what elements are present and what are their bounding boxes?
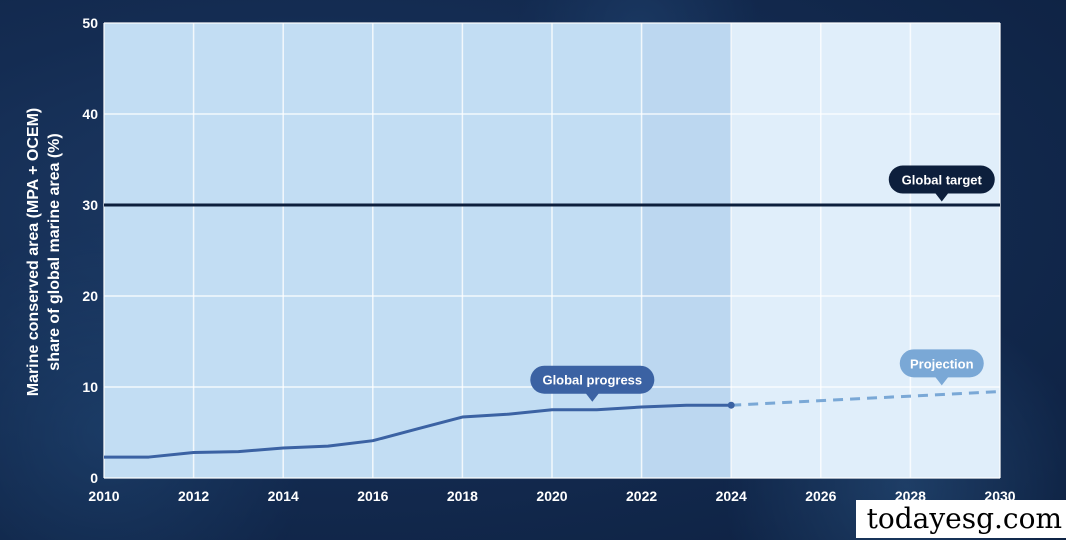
series-line-0 [104,403,732,459]
progress-callout: Global progress [530,365,655,402]
y-tick-label: 50 [82,15,98,31]
progress-callout-pointer [585,392,600,402]
series-line-1 [731,390,1001,407]
projection-callout-bubble [899,349,984,378]
x-tick-label: 2026 [805,488,836,504]
series-endpoint [727,401,735,409]
target-callout-label: Global target [902,173,983,188]
projection-callout-pointer [934,376,949,386]
target-callout-pointer [934,192,949,202]
x-tick-label: 2024 [716,488,747,504]
y-tick-label: 10 [82,379,98,395]
progress-callout-label: Global progress [542,373,642,388]
x-tick-label: 2018 [447,488,478,504]
watermark: todayesg.com [856,500,1066,538]
x-tick-label: 2014 [268,488,299,504]
plot-band-recent [641,23,732,478]
target-callout-bubble [888,165,995,194]
x-tick-label: 2020 [536,488,567,504]
y-axis-label-line1: Marine conserved area (MPA + OCEM) [25,108,42,397]
progress-callout-bubble [530,365,655,394]
plot-region-1 [731,23,1000,478]
x-tick-label: 2022 [626,488,657,504]
y-tick-label: 40 [82,106,98,122]
x-tick-label: 2010 [88,488,119,504]
projection-callout: Projection [899,349,984,386]
y-tick-label: 20 [82,288,98,304]
projection-callout-label: Projection [910,356,974,371]
x-tick-label: 2012 [178,488,209,504]
y-axis-label-line2: share of global marine area (%) [46,133,63,370]
plot-region-0 [104,23,732,478]
target-callout: Global target [888,165,995,202]
x-tick-label: 2016 [357,488,388,504]
y-tick-label: 30 [82,197,98,213]
y-tick-label: 0 [90,470,98,486]
